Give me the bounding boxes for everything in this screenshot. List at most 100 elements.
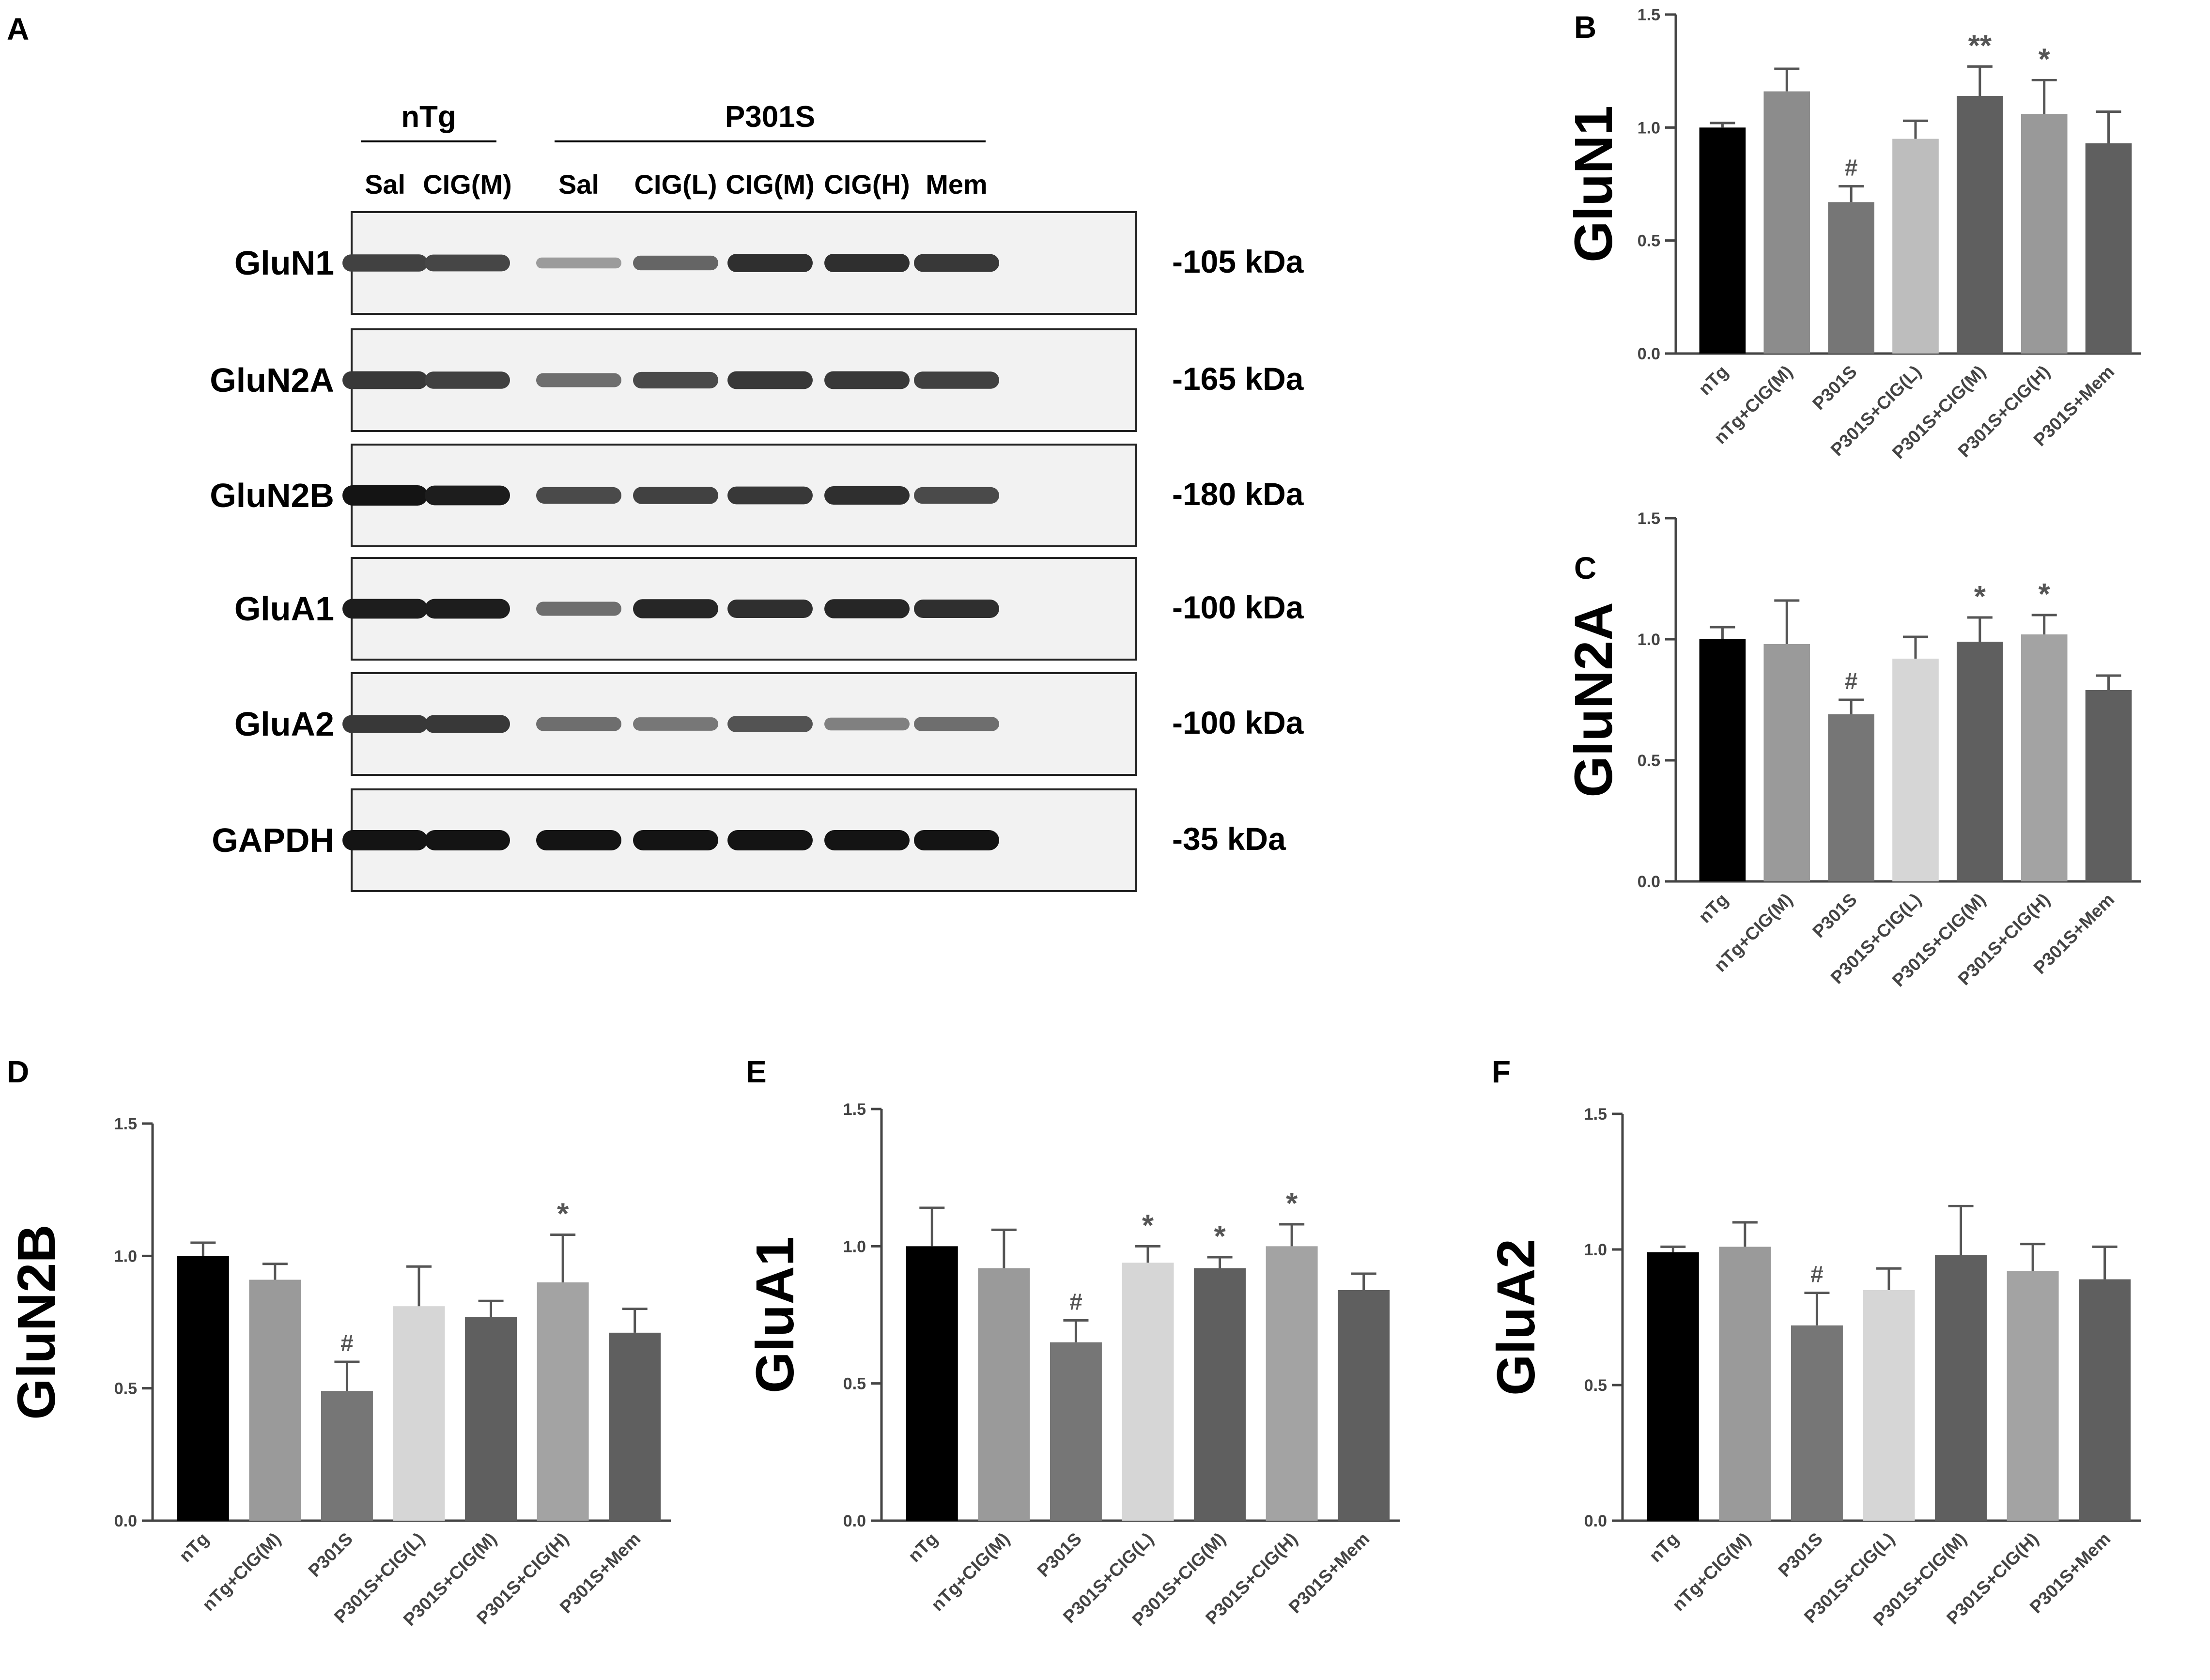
- panel-letter-d: D: [7, 1054, 29, 1089]
- band-glun2b-lane-6: [824, 486, 910, 505]
- panel-letter-e: E: [746, 1054, 767, 1089]
- bar-f-p301s: [1791, 1325, 1843, 1521]
- y-axis-title-b: GluN1: [1564, 106, 1623, 262]
- protein-label-glun1: GluN1: [234, 244, 334, 282]
- significance-c-p301s-cig-h: *: [2039, 578, 2051, 611]
- bar-c-p301s-cig-l: [1892, 659, 1939, 881]
- band-glun1-lane-1: [342, 254, 428, 272]
- marker-size-glun2b: -180 kDa: [1172, 476, 1304, 512]
- protein-label-glua2: GluA2: [234, 705, 334, 743]
- y-tick-label-f-0-5: 0.5: [1584, 1376, 1607, 1395]
- y-tick-label-b-1-5: 1.5: [1638, 6, 1660, 24]
- band-glun1-lane-7: [914, 254, 999, 272]
- x-tick-label-b-p301s: P301S: [1808, 362, 1861, 414]
- x-tick-label-e-p301s: P301S: [1034, 1529, 1086, 1581]
- band-glun2b-lane-1: [342, 485, 428, 506]
- band-glun2a-lane-3: [536, 373, 621, 387]
- bar-d-p301s-cig-l: [393, 1306, 445, 1521]
- x-tick-label-e-ntg: nTg: [904, 1529, 942, 1566]
- significance-e-p301s-cig-l: *: [1142, 1209, 1154, 1242]
- y-tick-label-b-0-5: 0.5: [1638, 232, 1660, 250]
- y-tick-label-e-0-0: 0.0: [843, 1512, 866, 1530]
- bar-d-p301s: [321, 1391, 373, 1521]
- bar-c-p301s-cig-h: [2021, 634, 2068, 881]
- chart-panel-f: FGluA20.00.51.01.5nTgnTg+CIG(M)#P301SP30…: [1486, 1054, 2141, 1630]
- band-glun2a-lane-7: [914, 371, 999, 389]
- band-glun2b-lane-2: [425, 485, 510, 506]
- significance-c-p301s: #: [1845, 669, 1858, 694]
- y-tick-label-e-1-5: 1.5: [843, 1100, 866, 1119]
- lane-label-6: CIG(H): [824, 169, 910, 200]
- bar-b-p301s: [1828, 202, 1874, 354]
- band-glun2a-lane-4: [633, 371, 718, 389]
- lane-label-3: Sal: [558, 169, 599, 200]
- bar-b-ntg: [1699, 127, 1746, 354]
- lane-label-4: CIG(L): [634, 169, 717, 200]
- y-tick-label-d-0-5: 0.5: [114, 1380, 137, 1398]
- band-glua2-lane-1: [342, 715, 428, 733]
- x-tick-label-b-ntg: nTg: [1695, 362, 1732, 399]
- bar-e-p301s-cig-l: [1122, 1263, 1174, 1521]
- bar-c-p301s: [1828, 714, 1874, 881]
- band-gapdh-lane-4: [633, 830, 718, 850]
- y-axis-title-f: GluA2: [1486, 1239, 1546, 1396]
- panel-letter-b: B: [1574, 10, 1596, 45]
- panel-letter-f: F: [1492, 1054, 1511, 1089]
- bar-f-p301s-cig-l: [1863, 1290, 1915, 1521]
- band-glua2-lane-2: [425, 715, 510, 733]
- band-glua1-lane-6: [824, 599, 910, 618]
- band-glun2a-lane-1: [342, 371, 428, 389]
- band-gapdh-lane-1: [342, 830, 428, 850]
- band-glun2b-lane-7: [914, 487, 999, 504]
- bar-b-ntg-cig-m: [1763, 91, 1810, 354]
- bar-c-ntg: [1699, 639, 1746, 881]
- significance-e-p301s: #: [1069, 1289, 1082, 1315]
- bar-e-p301s-cig-h: [1266, 1246, 1318, 1521]
- band-gapdh-lane-3: [536, 830, 621, 850]
- band-glun1-lane-2: [425, 254, 510, 272]
- bar-c-ntg-cig-m: [1763, 644, 1810, 881]
- band-glua1-lane-4: [633, 599, 718, 618]
- bar-f-ntg: [1647, 1252, 1699, 1521]
- lane-label-1: Sal: [365, 169, 405, 200]
- blot-row-glun2b: GluN2B -180 kDa: [210, 444, 1304, 547]
- chart-panel-e: EGluA10.00.51.01.5nTgnTg+CIG(M)#P301S*P3…: [745, 1054, 1400, 1630]
- y-tick-label-d-0-0: 0.0: [114, 1512, 137, 1530]
- significance-b-p301s-cig-m: **: [1968, 29, 1992, 62]
- lane-label-2: CIG(M): [423, 169, 512, 200]
- bar-c-p301s-cig-m: [1957, 642, 2003, 881]
- bar-d-p301s-mem: [609, 1332, 661, 1521]
- y-tick-label-c-1-5: 1.5: [1638, 509, 1660, 528]
- bar-b-p301s-cig-l: [1892, 139, 1939, 354]
- bar-f-ntg-cig-m: [1719, 1247, 1771, 1521]
- protein-label-glun2b: GluN2B: [210, 477, 334, 514]
- marker-size-gapdh: -35 kDa: [1172, 821, 1286, 857]
- protein-label-gapdh: GAPDH: [212, 821, 334, 859]
- western-blot-panel: A nTg P301S Sal CIG(M) Sal CIG(L) CIG(M) CIG(H)…: [7, 12, 1304, 892]
- y-axis-title-d: GluN2B: [7, 1224, 66, 1419]
- bar-f-p301s-mem: [2079, 1279, 2131, 1521]
- x-tick-label-f-ntg: nTg: [1645, 1529, 1683, 1566]
- y-tick-label-f-1-0: 1.0: [1584, 1241, 1607, 1259]
- blot-row-gapdh: GAPDH -35 kDa: [212, 788, 1286, 892]
- blot-row-glun2a: GluN2A -165 kDa: [210, 328, 1304, 432]
- y-tick-label-c-0-5: 0.5: [1638, 752, 1660, 770]
- bar-d-ntg: [177, 1256, 229, 1521]
- x-tick-label-d-p301s: P301S: [305, 1529, 357, 1581]
- x-tick-label-f-p301s: P301S: [1775, 1529, 1827, 1581]
- band-glua1-lane-7: [914, 599, 999, 618]
- y-axis-title-c: GluN2A: [1564, 602, 1623, 797]
- blot-row-glun1: GluN1 -105 kDa: [234, 211, 1304, 315]
- y-tick-label-d-1-5: 1.5: [114, 1115, 137, 1133]
- marker-size-glun1: -105 kDa: [1172, 244, 1304, 279]
- band-glun2a-lane-2: [425, 371, 510, 389]
- y-tick-label-c-1-0: 1.0: [1638, 631, 1660, 649]
- protein-label-glua1: GluA1: [234, 590, 334, 628]
- band-glua1-lane-2: [425, 599, 510, 619]
- band-gapdh-lane-2: [425, 830, 510, 850]
- significance-f-p301s: #: [1810, 1262, 1824, 1288]
- group-label-ntg: nTg: [401, 100, 456, 134]
- band-glua2-lane-3: [536, 717, 621, 731]
- band-glua2-lane-6: [824, 717, 910, 731]
